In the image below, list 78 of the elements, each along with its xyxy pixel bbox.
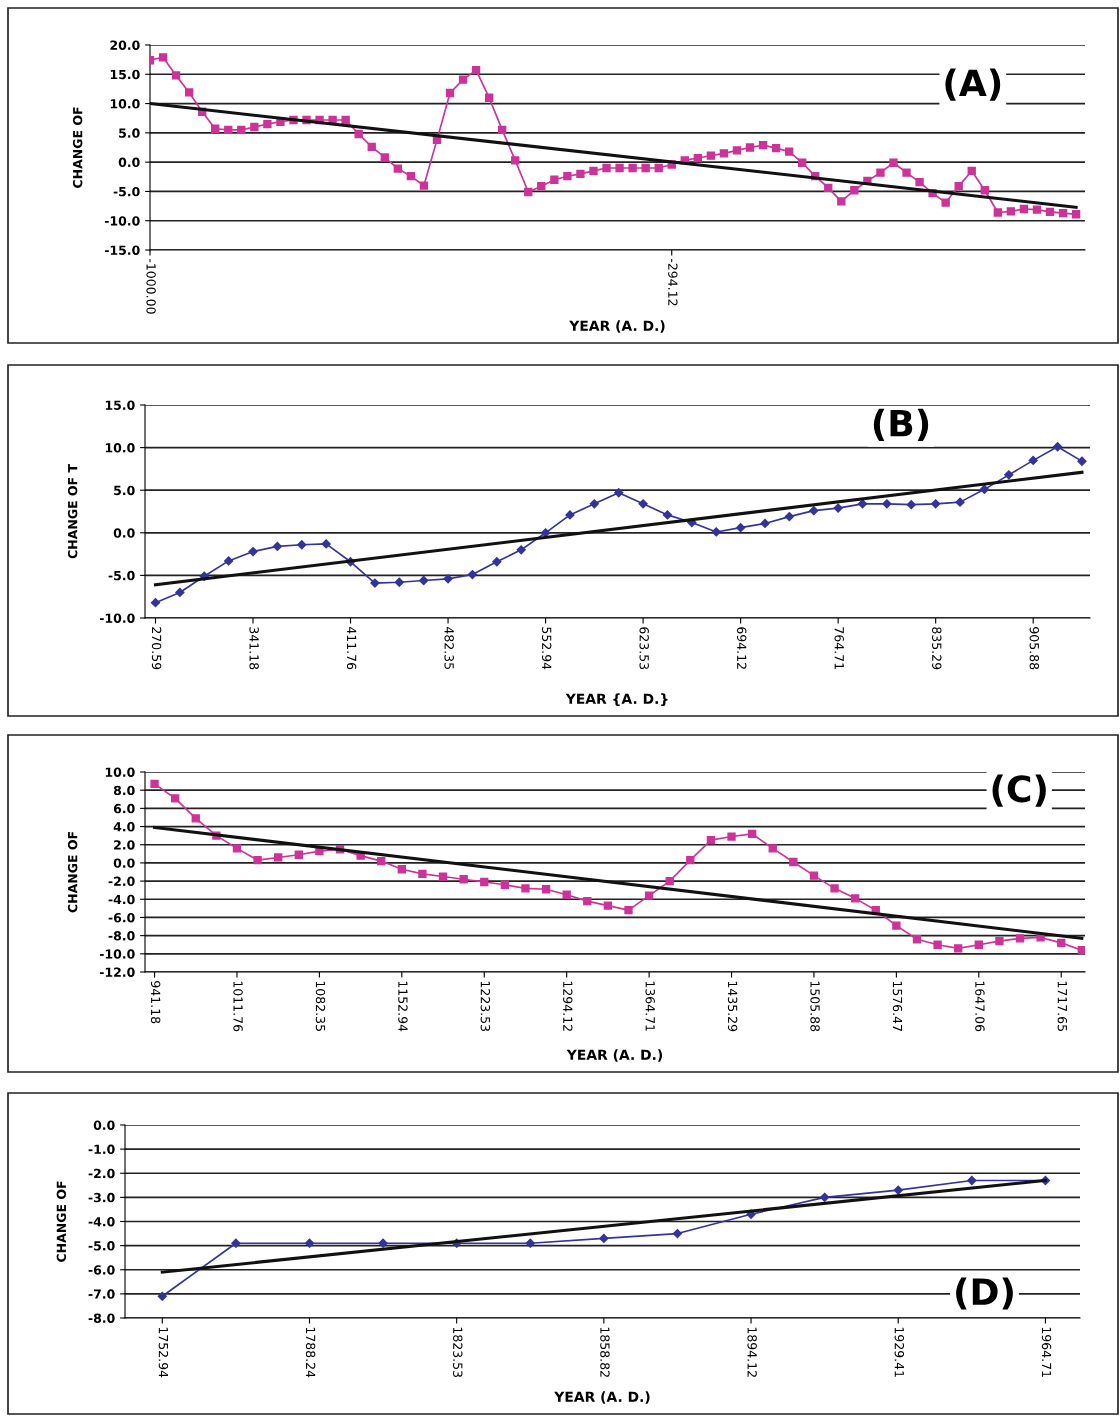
x-tick-label: 1082.35: [315, 981, 326, 1031]
y-tick-label: 4.0: [113, 822, 135, 832]
x-tick-label: 1576.47: [892, 981, 903, 1031]
x-tick-label: 1435.29: [727, 981, 738, 1032]
y-tick-label: 8.0: [113, 785, 135, 796]
x-tick-label: 1717.65: [1057, 981, 1068, 1031]
x-tick-label: 1929.41: [894, 1327, 905, 1377]
y-axis-title: CHANGE OF: [72, 107, 83, 188]
y-tick-label: -8.0: [88, 1313, 115, 1323]
y-tick-label: -2.0: [88, 1168, 115, 1179]
y-tick-label: 15.0: [110, 69, 140, 80]
x-axis-title: YEAR (A. D.): [569, 320, 665, 333]
y-tick-label: -10.0: [104, 216, 140, 226]
y-tick-label: 10.0: [105, 767, 135, 777]
y-tick-label: -1.0: [88, 1144, 115, 1155]
y-tick-label: -8.0: [108, 931, 135, 941]
x-tick-label: -1000.00: [146, 258, 156, 314]
y-tick-label: -2.0: [108, 876, 135, 887]
x-tick-label: 482.35: [444, 626, 454, 669]
x-tick-label: 1294.12: [563, 981, 573, 1031]
x-axis-title: YEAR (A. D.): [554, 1391, 650, 1404]
x-tick-label: 1505.88: [810, 981, 820, 1032]
x-tick-label: 835.29: [932, 627, 942, 670]
y-tick-label: -6.0: [88, 1265, 115, 1275]
y-tick-label: -6.0: [108, 912, 135, 923]
y-tick-label: -3.0: [88, 1192, 115, 1203]
y-axis-title: CHANGE OF: [56, 1181, 67, 1262]
x-tick-label: 623.53: [639, 627, 649, 670]
y-tick-label: -12.0: [99, 967, 135, 977]
annotation: (A): [945, 68, 1001, 101]
y-tick-label: -5.0: [88, 1241, 115, 1251]
x-tick-label: 1894.12: [747, 1327, 757, 1377]
y-tick-label: -10.0: [99, 613, 135, 623]
x-tick-label: 1858.82: [600, 1327, 610, 1377]
y-tick-label: -5.0: [113, 186, 140, 197]
x-tick-label: 941.18: [150, 981, 161, 1024]
y-axis-title: CHANGE OF: [67, 832, 78, 913]
annotation: (C): [992, 774, 1046, 807]
y-tick-label: -4.0: [108, 894, 135, 905]
x-tick-label: 1752.94: [158, 1327, 169, 1378]
y-axis-title: CHANGE OF T: [67, 464, 78, 559]
x-tick-label: 411.76: [346, 626, 357, 670]
y-tick-label: 0.0: [118, 157, 140, 168]
x-tick-label: 1647.06: [975, 981, 985, 1032]
x-axis-title: YEAR {A. D.}: [565, 693, 668, 707]
x-tick-label: 694.12: [737, 627, 747, 669]
x-tick-label: 1223.53: [480, 981, 491, 1032]
x-tick-label: -294.12: [668, 258, 678, 306]
y-tick-label: 5.0: [114, 485, 135, 496]
y-tick-label: 5.0: [119, 128, 140, 138]
x-tick-label: 764.71: [834, 627, 844, 669]
y-tick-label: 0.0: [93, 1120, 115, 1130]
x-tick-label: 905.88: [1029, 627, 1040, 670]
y-tick-label: -7.0: [88, 1289, 115, 1299]
y-tick-label: 0.0: [113, 858, 135, 868]
annotation: (D): [956, 1277, 1013, 1310]
y-tick-label: -5.0: [108, 570, 135, 581]
x-tick-label: 1011.76: [233, 981, 243, 1032]
x-axis-title: YEAR (A. D.): [566, 1049, 663, 1062]
x-tick-label: 1364.71: [645, 981, 655, 1031]
x-tick-label: 1152.94: [398, 981, 408, 1032]
y-tick-label: 6.0: [113, 803, 135, 814]
y-tick-label: 20.0: [110, 40, 140, 50]
y-tick-label: -4.0: [88, 1216, 115, 1227]
annotation: (B): [873, 408, 929, 442]
y-tick-label: -15.0: [104, 245, 140, 255]
x-tick-label: 552.94: [541, 627, 552, 670]
x-tick-label: 1823.53: [453, 1327, 463, 1378]
x-tick-label: 1788.24: [305, 1327, 316, 1378]
y-tick-label: 10.0: [110, 99, 140, 109]
y-tick-label: 0.0: [113, 528, 135, 538]
x-tick-label: 341.18: [249, 627, 259, 670]
y-tick-label: 10.0: [105, 443, 135, 453]
y-tick-label: 2.0: [114, 840, 135, 850]
x-tick-label: 1964.71: [1041, 1327, 1052, 1377]
x-tick-label: 270.59: [151, 627, 162, 670]
y-tick-label: 15.0: [105, 400, 135, 410]
y-tick-label: -10.0: [99, 949, 135, 959]
